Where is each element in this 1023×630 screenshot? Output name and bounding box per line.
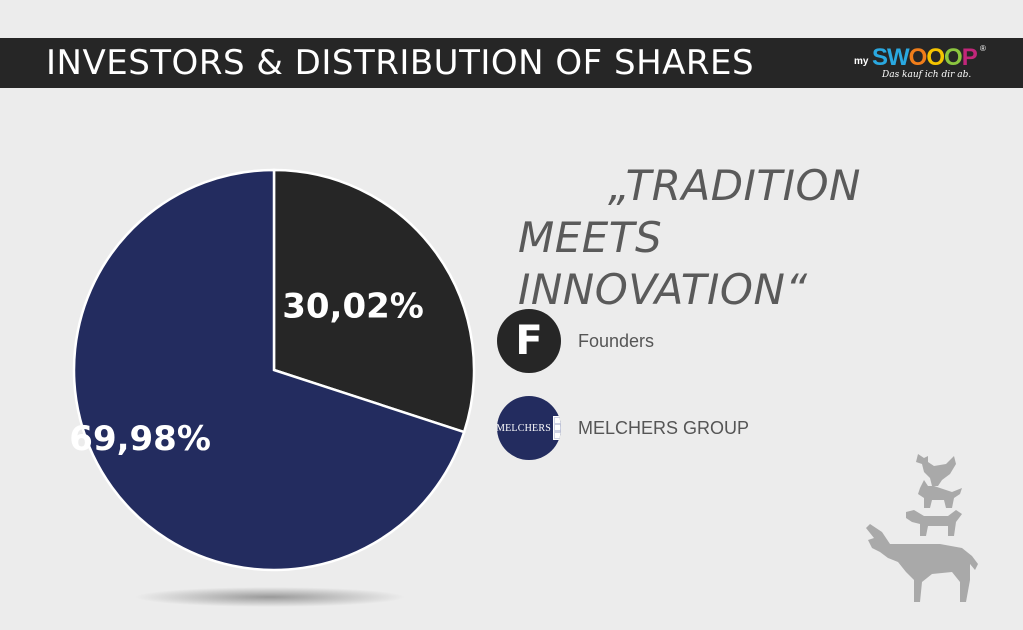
legend-label-melchers: MELCHERS GROUP <box>578 418 750 438</box>
bremen-town-musicians-icon <box>866 454 978 602</box>
logo-letter: P <box>961 44 978 71</box>
quote-line-1: „TRADITION <box>608 161 861 210</box>
logo-letter: S <box>872 44 888 71</box>
pie-label-melchers: 69,98% <box>69 419 211 459</box>
logo-registered-mark: ® <box>980 44 986 53</box>
founders-icon: F <box>497 309 561 373</box>
melchers-logo-icon: MELCHERS <box>497 396 561 460</box>
logo-prefix: my <box>854 56 869 67</box>
logo-letter: O <box>944 44 963 71</box>
melchers-logo-text: MELCHERS <box>497 422 551 434</box>
pie-slice-melchers <box>72 168 466 572</box>
pie-shadow <box>135 587 405 607</box>
logo-tagline: Das kauf ich dir ab. <box>882 70 972 80</box>
pie-slice-founders <box>272 168 476 434</box>
logo-letter: O <box>926 44 945 71</box>
melchers-logo: MELCHERS <box>497 416 561 440</box>
top-strip <box>0 0 1023 38</box>
logo-wordmark: SWOOOP <box>872 44 978 72</box>
legend-item-founders: F Founders <box>497 309 797 373</box>
tagline-quote: „TRADITION MEETS INNOVATION“ <box>500 160 960 316</box>
header-bar: INVESTORS & DISTRIBUTION OF SHARES <box>0 38 1023 88</box>
melchers-crest-icon <box>552 416 561 440</box>
pie-label-founders: 30,02% <box>282 286 424 326</box>
logo-letter: O <box>908 44 928 71</box>
legend-label-founders: Founders <box>578 331 655 351</box>
myswooop-logo: my SWOOOP ® Das kauf ich dir ab. <box>848 44 988 84</box>
logo-letter: W <box>887 44 910 71</box>
pie-chart-svg: 30,02% 69,98% <box>69 168 476 607</box>
founders-icon-letter: F <box>515 318 543 364</box>
pie-chart: 30,02% 69,98% <box>60 160 490 620</box>
page-title: INVESTORS & DISTRIBUTION OF SHARES <box>46 43 755 83</box>
legend-item-melchers: MELCHERS MELCHERS GROUP <box>497 396 797 460</box>
quote-line-2: MEETS INNOVATION“ <box>518 213 808 314</box>
